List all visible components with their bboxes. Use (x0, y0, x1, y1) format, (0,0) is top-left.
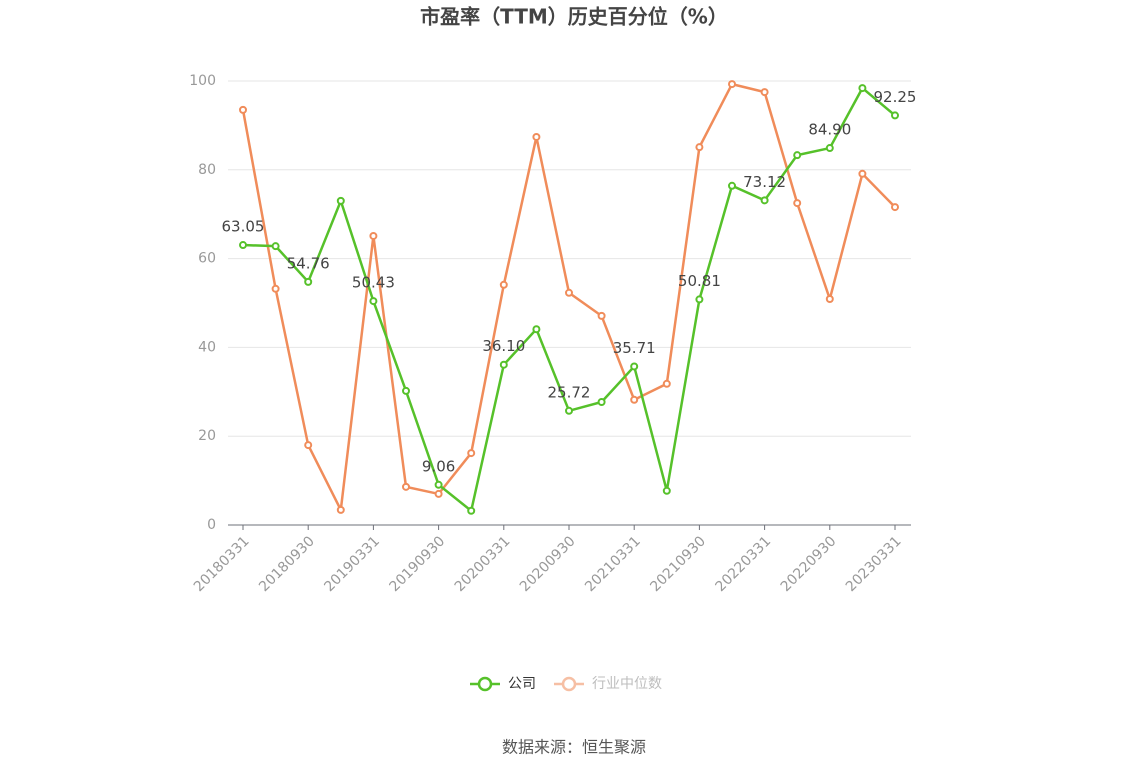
x-tick-label: 20180331 (191, 533, 253, 595)
data-point (369, 231, 378, 240)
data-label: 54.76 (287, 254, 330, 272)
legend-item[interactable]: 行业中位数 (554, 676, 662, 692)
data-point (565, 406, 573, 415)
data-point (565, 288, 573, 297)
y-tick-label: 100 (189, 73, 216, 89)
data-point (532, 132, 541, 141)
data-point (369, 297, 378, 306)
x-tick-label: 20180930 (256, 533, 318, 595)
data-point (499, 280, 508, 289)
data-point (630, 395, 639, 404)
data-label: 9.06 (422, 457, 455, 475)
x-tick-label: 20210331 (582, 533, 644, 595)
data-point (695, 295, 704, 304)
data-point (402, 386, 410, 395)
x-tick-label: 20220930 (778, 533, 840, 595)
data-point (760, 88, 769, 97)
data-point (891, 203, 899, 212)
legend-marker (561, 676, 577, 692)
data-point (858, 84, 867, 93)
data-point (434, 480, 443, 489)
data-point (858, 169, 867, 178)
data-point (760, 196, 769, 205)
data-point (793, 199, 802, 208)
x-tick-label: 20230331 (843, 533, 905, 595)
x-tick-label: 20190331 (321, 533, 383, 595)
data-point (662, 486, 671, 495)
data-label: 35.71 (613, 339, 656, 357)
data-point (239, 241, 247, 250)
data-point (825, 295, 834, 304)
data-point (271, 284, 280, 293)
data-label: 73.12 (743, 173, 786, 191)
data-point (304, 441, 313, 450)
data-point (467, 449, 476, 458)
data-point (825, 144, 834, 153)
chart-title: 市盈率（TTM）历史百分位（%） (420, 5, 728, 29)
data-label: 84.90 (808, 121, 851, 139)
data-point (434, 489, 443, 498)
data-point (662, 379, 671, 388)
x-tick-label: 20200930 (517, 533, 579, 595)
legend-item[interactable]: 公司 (470, 676, 536, 692)
data-point (499, 360, 508, 369)
data-point (891, 111, 899, 120)
data-label: 63.05 (222, 218, 265, 236)
data-point (239, 105, 247, 114)
data-label: 50.43 (352, 274, 395, 292)
data-point (695, 143, 704, 152)
y-tick-label: 20 (198, 428, 216, 444)
data-point (793, 151, 802, 160)
x-tick-label: 20190930 (387, 533, 449, 595)
data-label: 36.10 (482, 337, 525, 355)
data-point (336, 196, 345, 205)
data-point (532, 325, 541, 334)
data-point (597, 311, 606, 320)
data-point (467, 506, 476, 515)
x-tick-label: 20210930 (647, 533, 709, 595)
data-label: 25.72 (548, 383, 591, 401)
data-point (336, 505, 345, 514)
series-line (241, 82, 896, 515)
y-tick-label: 40 (198, 339, 216, 355)
legend-label: 行业中位数 (592, 676, 662, 692)
data-point (630, 362, 639, 371)
data-point (728, 80, 736, 89)
data-point (728, 181, 736, 190)
y-tick-label: 0 (207, 517, 216, 533)
y-tick-label: 60 (198, 251, 216, 267)
data-point (304, 277, 313, 286)
data-label: 92.25 (874, 88, 917, 106)
legend-marker (477, 676, 493, 692)
data-point (402, 482, 410, 491)
legend-label: 公司 (508, 676, 536, 692)
source: 数据来源：恒生聚源 (502, 738, 646, 757)
data-point (271, 242, 280, 251)
y-tick-label: 80 (198, 162, 216, 178)
data-label: 50.81 (678, 272, 721, 290)
x-tick-label: 20220331 (713, 533, 775, 595)
data-point (597, 398, 606, 407)
x-tick-label: 20200331 (452, 533, 514, 595)
